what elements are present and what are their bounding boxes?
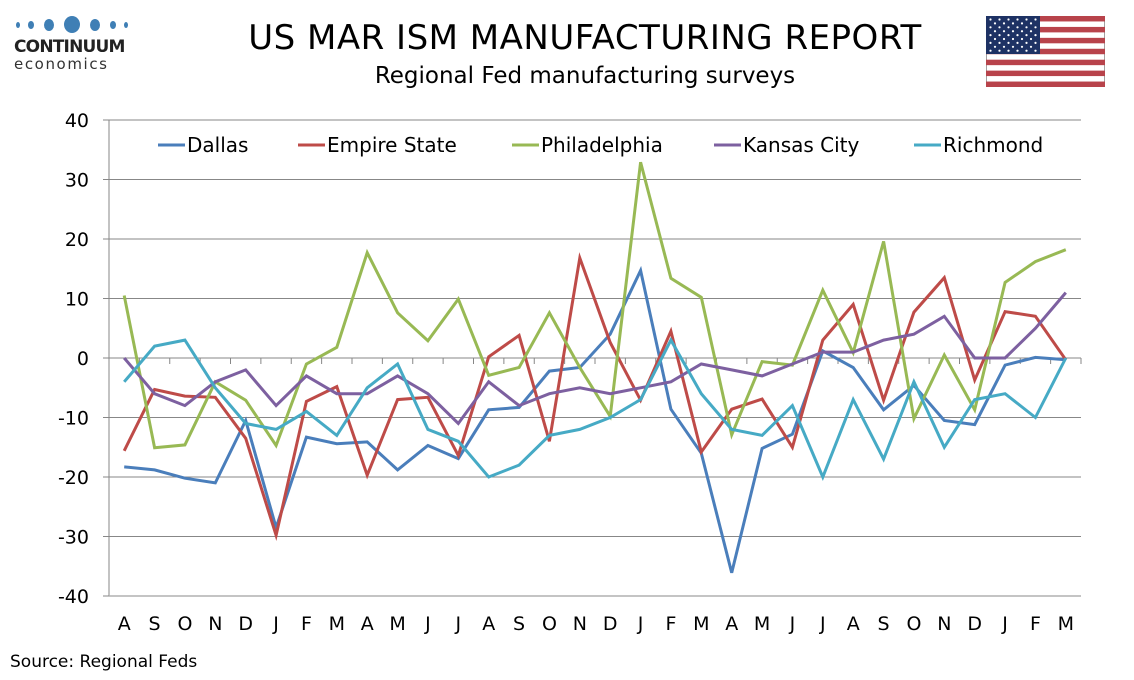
y-tick-label: -30 [58,527,89,549]
axes [103,119,1082,597]
x-tick-label: D [967,613,982,635]
series-richmond [123,336,1068,481]
logo-name: CONTINUUM [14,37,125,57]
x-tick-label: J [424,613,431,635]
legend: Dallas Empire State Philadelphia Kansas Cit… [158,133,1043,157]
legend-item-kansas-city: Kansas City [714,133,860,157]
x-tick-label: O [542,613,557,635]
series-line [122,252,1068,542]
y-tick-label: 40 [65,110,89,132]
us-flag-icon [986,16,1105,87]
x-tick-label: J [637,613,644,635]
x-tick-label: S [149,613,161,635]
chart-title: US MAR ISM MANUFACTURING REPORT [248,18,922,58]
x-tick-label: F [1030,613,1041,635]
x-tick-label: F [665,613,676,635]
x-tick-label: J [789,613,796,635]
legend-label: Empire State [327,133,457,157]
x-tick-label: A [847,613,860,635]
y-tick-label: -40 [58,586,89,608]
x-tick-label: F [301,613,312,635]
x-tick-label: J [272,613,279,635]
y-tick-label: 20 [65,229,89,251]
series-dallas [124,265,1066,574]
x-tick-label: A [725,613,738,635]
x-tick-label: A [118,613,131,635]
logo-dots-icon [14,14,134,36]
legend-label: Kansas City [743,133,860,157]
legend-item-philadelphia: Philadelphia [512,133,663,157]
y-tick-label: 0 [77,348,89,370]
continuum-logo: CONTINUUM economics [14,14,134,73]
y-tick-label: 30 [65,170,89,192]
legend-item-empire-state: Empire State [298,133,457,157]
x-tick-label: J [1001,613,1008,635]
x-tick-label: N [573,613,587,635]
y-tick-label: -10 [58,408,89,430]
x-tick-label: A [482,613,495,635]
x-tick-label: J [455,613,462,635]
x-tick-label: J [819,613,826,635]
y-tick-label: -20 [58,467,89,489]
x-tick-label: M [754,613,770,635]
legend-label: Dallas [187,133,248,157]
legend-item-richmond: Richmond [914,133,1043,157]
logo-subtitle: economics [14,55,109,73]
legend-item-dallas: Dallas [158,133,248,157]
source-note: Source: Regional Feds [10,652,198,672]
x-tick-label: S [878,613,890,635]
x-tick-label: S [513,613,525,635]
x-tick-label: M [1058,613,1074,635]
x-tick-label: M [389,613,405,635]
gridlines [109,119,1081,537]
x-tick-label: N [937,613,951,635]
series-line [124,265,1066,574]
chart-subtitle: Regional Fed manufacturing surveys [374,63,796,89]
legend-label: Philadelphia [541,133,663,157]
series-lines [122,161,1068,574]
x-tick-label: M [329,613,345,635]
x-tick-label: O [177,613,192,635]
x-tick-label: N [208,613,222,635]
series-empire-state [122,252,1068,542]
x-tick-label: D [603,613,618,635]
series-line [123,336,1068,481]
series-line [123,291,1067,426]
x-tick-label: D [238,613,253,635]
y-tick-label: 10 [65,289,89,311]
x-tick-label: A [361,613,374,635]
legend-label: Richmond [943,133,1043,157]
series-kansas-city [123,291,1067,426]
x-tick-label: O [906,613,921,635]
y-axis-ticks: 40 30 20 10 0 -10 -20 -30 -40 [58,110,89,608]
x-tick-label: M [693,613,709,635]
